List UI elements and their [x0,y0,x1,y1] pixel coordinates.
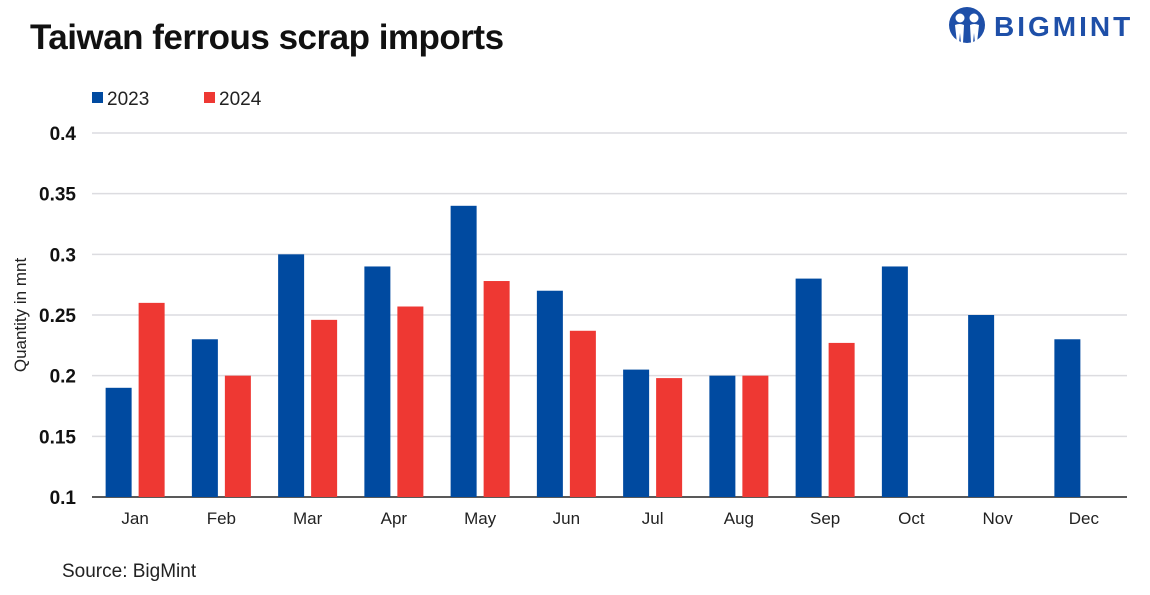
bar-2024-May [483,281,510,497]
y-tick-label: 0.3 [50,245,76,266]
bar-2024-Mar [311,319,338,497]
bar-2024-Aug [742,375,769,497]
x-tick-label: Jun [553,509,580,528]
bar-2023-Apr [364,266,391,497]
y-tick-label: 0.25 [39,306,76,327]
legend-swatch-2023 [92,92,103,103]
y-tick-label: 0.1 [50,488,77,509]
legend-swatch-2024 [204,92,215,103]
x-tick-label: Apr [381,509,408,528]
legend-label-2023: 2023 [107,89,149,110]
bar-2023-Oct [881,266,908,497]
legend-label-2024: 2024 [219,89,262,110]
bar-2024-Jun [569,330,596,497]
x-tick-label: Sep [810,509,840,528]
bar-2024-Apr [397,306,424,497]
x-tick-label: May [464,509,497,528]
bar-2023-Jul [623,369,650,497]
bar-2023-May [450,205,477,498]
source-note: Source: BigMint [62,561,197,582]
x-tick-label: Mar [293,509,323,528]
y-tick-label: 0.4 [50,124,77,145]
bar-chart: 0.1 0.15 0.2 0.25 0.3 0.35 0.4 Quantity in mnt J… [11,89,1127,528]
logo-text: BIGMINT [994,11,1134,42]
x-tick-label: Jul [642,509,664,528]
x-tick-label: Oct [898,509,925,528]
bar-2023-Nov [968,315,995,497]
y-axis-label: Quantity in mnt [11,258,30,373]
bigmint-logo: BIGMINT [948,6,1133,48]
x-tick-label: Dec [1069,509,1100,528]
bar-2023-Jun [536,290,563,497]
bar-2024-Sep [828,342,855,497]
bar-2024-Feb [224,375,251,497]
logo-people-icon [949,7,985,43]
bar-2023-Aug [709,375,736,497]
bar-2024-Jul [656,378,683,497]
bar-2024-Jan [138,302,165,497]
bar-2023-Feb [191,339,218,497]
x-tick-label: Nov [983,509,1014,528]
bar-2023-Dec [1054,339,1081,497]
bar-2023-Sep [795,278,822,497]
x-tick-label: Aug [724,509,754,528]
x-tick-label: Jan [121,509,148,528]
bar-2023-Mar [278,254,305,497]
y-tick-label: 0.35 [39,185,76,206]
x-tick-label: Feb [207,509,236,528]
chart-title: Taiwan ferrous scrap imports [30,18,504,57]
y-tick-label: 0.15 [39,427,76,448]
bar-2023-Jan [105,387,132,497]
y-tick-label: 0.2 [50,367,76,388]
